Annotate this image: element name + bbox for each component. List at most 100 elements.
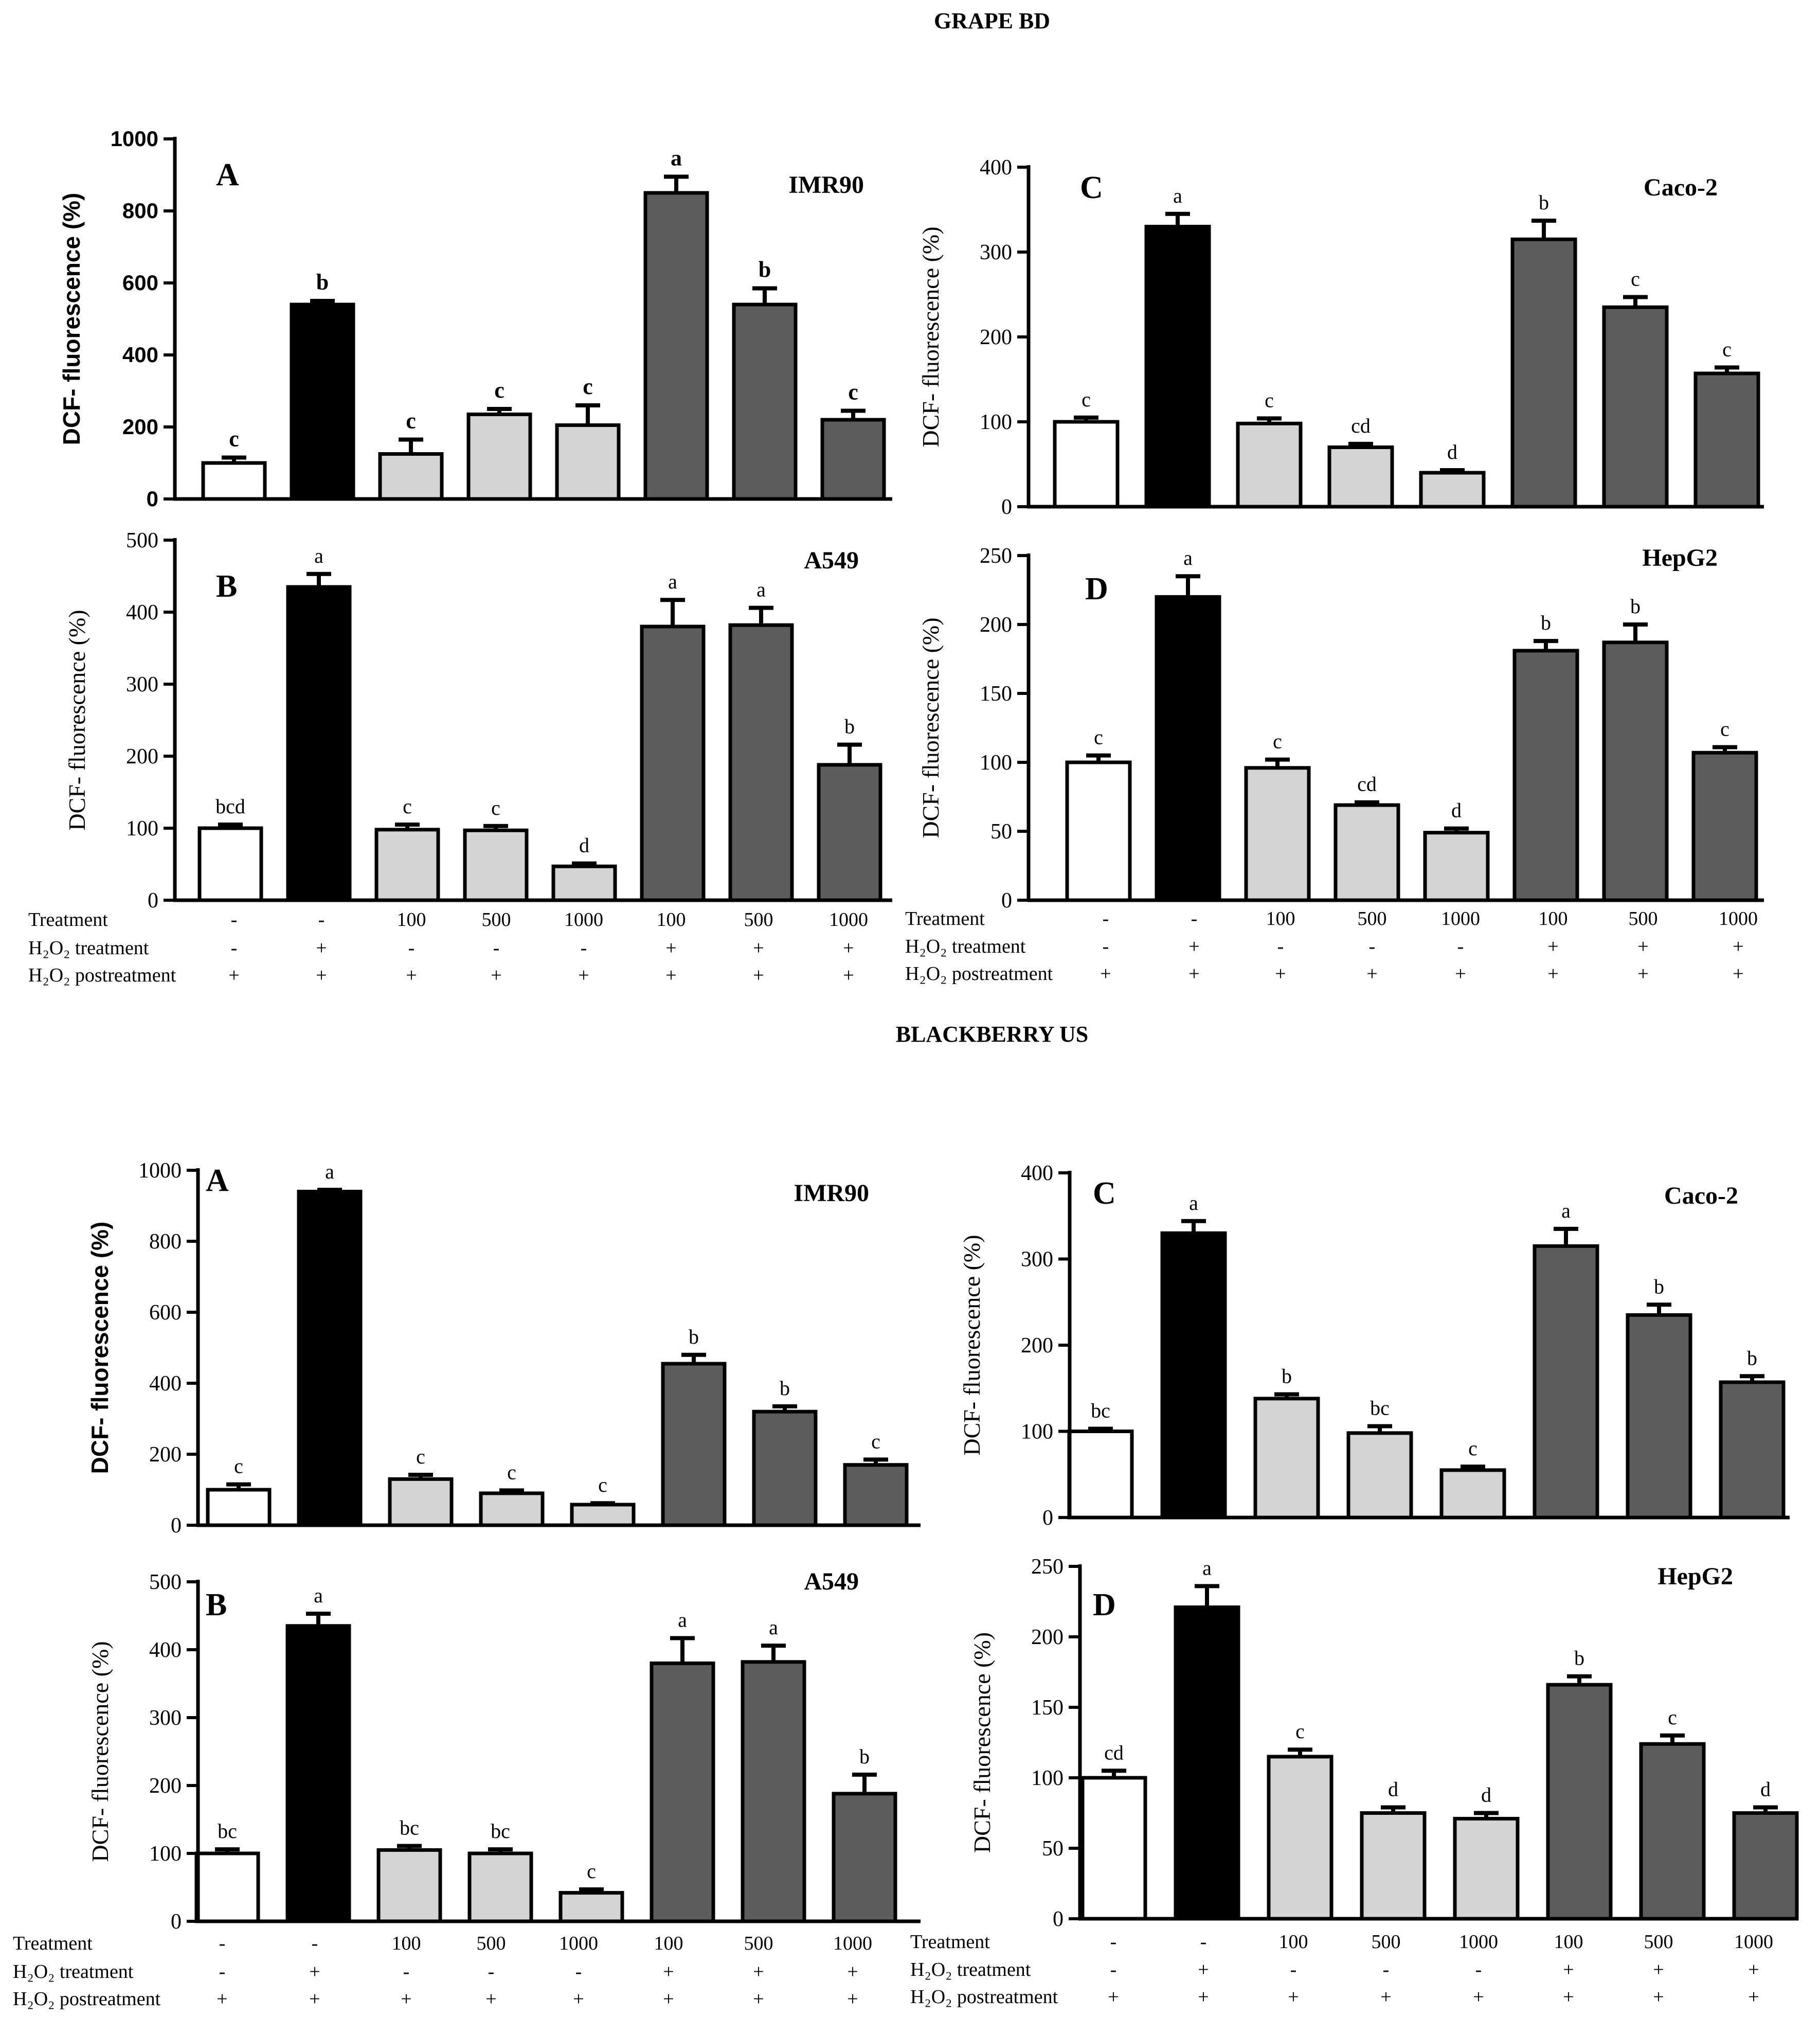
grape-bd-panel-d-sig-label-7: b [1630, 595, 1641, 618]
blackberry-us-panel-c-bar-8-combined [1719, 1380, 1786, 1520]
blackberry-us-panel-d-sig-label-1: cd [1104, 1741, 1124, 1764]
blackberry-us-panel-c-bar-6-combined [1533, 1244, 1599, 1520]
condition-table-blackberry-us-right-h2o2-postreatment-value-6: + [1563, 1986, 1574, 2008]
blackberry-us-panel-a-sig-label-7: b [780, 1377, 790, 1400]
blackberry-us-panel-a-sig-label-5: c [598, 1473, 607, 1496]
blackberry-us-panel-d-bar-1-control [1080, 1776, 1147, 1921]
blackberry-us-panel-d-y-tick-label-1: 50 [1042, 1837, 1064, 1861]
grape-bd-panel-b-bar-3-extract [374, 828, 440, 902]
condition-table-grape-bd-right-treatment-value-8: 1000 [1719, 908, 1758, 930]
blackberry-us-panel-c-sig-label-5: c [1468, 1437, 1477, 1460]
condition-table-blackberry-us-left-treatment-value-3: 100 [392, 1933, 421, 1954]
grape-bd-panel-c-bar-8-combined [1693, 371, 1760, 509]
condition-table-grape-bd-right-h2o2-postreatment-value-5: + [1455, 963, 1466, 985]
condition-table-blackberry-us-right-treatment-value-4: 500 [1372, 1931, 1401, 1953]
condition-table-grape-bd-left-h2o2-postreatment-value-5: + [578, 965, 589, 986]
grape-bd-panel-b-bar-8-combined [817, 763, 882, 902]
grape-bd-panel-a-cell-line-name: IMR90 [788, 171, 864, 199]
blackberry-us-panel-c-letter: C [1093, 1176, 1116, 1211]
grape-bd-panel-c-bar-3-extract [1236, 421, 1303, 509]
blackberry-us-panel-a-y-tick-label-3: 600 [149, 1301, 182, 1325]
grape-bd-panel-d-cell-line-name: HepG2 [1642, 544, 1718, 572]
blackberry-us-panel-d-bar-7-combined [1639, 1742, 1706, 1921]
grape-bd-panel-a-sig-label-5: c [583, 374, 593, 399]
blackberry-us-panel-b-letter: B [206, 1587, 227, 1622]
grape-bd-panel-a-bar-2-h2o2 [290, 302, 355, 501]
condition-table-grape-bd-right-treatment-value-3: 100 [1266, 908, 1295, 930]
blackberry-us-panel-b-sig-label-1: bc [218, 1819, 237, 1843]
condition-table-blackberry-us-right-h2o2-treatment-value-4: - [1383, 1959, 1390, 1980]
grape-bd-panel-c-y-tick-label-4: 400 [980, 156, 1012, 180]
condition-table-blackberry-us-right-row-label-h2o2-treatment: H₂O₂ treatment [910, 1959, 1031, 1980]
condition-table-blackberry-us-left-treatment-value-2: - [312, 1933, 318, 1954]
condition-table-grape-bd-left-row-label-h2o2-postreatment: H₂O₂ postreatment [28, 965, 176, 986]
condition-table-grape-bd-left-h2o2-treatment-value-2: + [316, 937, 327, 959]
grape-bd-panel-c-y-tick-label-3: 300 [980, 241, 1012, 264]
grape-bd-panel-d-bar-1-control [1065, 760, 1132, 902]
grape-bd-panel-d-sig-label-1: c [1094, 726, 1103, 749]
condition-table-blackberry-us-right-h2o2-postreatment-value-4: + [1380, 1986, 1391, 2008]
condition-table-blackberry-us-right-treatment-value-5: 1000 [1459, 1931, 1498, 1953]
blackberry-us-panel-a: c a c c c b b c 0 200 400 600 800 1000 DCF- fluorescen… [86, 1159, 921, 1538]
condition-table-blackberry-us-right-row-label-treatment: Treatment [910, 1931, 990, 1953]
blackberry-us-panel-a-y-axis-label: DCF- fluorescence (%) [86, 1222, 113, 1474]
grape-bd-panel-c: c a c cd d b c c 0 100 200 300 400 DCF- fluorescence … [917, 156, 1764, 519]
grape-bd-panel-b-sig-label-5: d [579, 834, 589, 857]
grape-bd-panel-a-bar-1-control [201, 461, 267, 501]
condition-table-blackberry-us-left-row-label-treatment: Treatment [13, 1933, 93, 1954]
grape-bd-panel-a-sig-label-4: c [494, 378, 504, 403]
condition-table-blackberry-us-left-treatment-value-4: 500 [477, 1933, 506, 1954]
grape-bd-panel-a-bar-3-extract [378, 452, 444, 501]
grape-bd-panel-c-bar-4-extract [1327, 445, 1394, 509]
condition-table-blackberry-us-right-h2o2-treatment-value-1: - [1110, 1959, 1117, 1980]
blackberry-us-panel-a-y-tick-label-0: 0 [171, 1514, 182, 1538]
condition-table-grape-bd-right: Treatment - - 100 500 1000 100 500 1000 H₂O₂ trea… [905, 908, 1758, 985]
blackberry-us-panel-c-bar-1-control [1067, 1430, 1134, 1520]
condition-table-grape-bd-left-h2o2-treatment-value-4: - [493, 937, 500, 959]
grape-bd-panel-d-bar-7-combined [1602, 640, 1669, 902]
blackberry-us-panel-a-bar-8-combined [843, 1463, 909, 1527]
blackberry-us-panel-a-bar-7-combined [752, 1409, 818, 1527]
grape-bd-panel-c-sig-label-2: a [1173, 184, 1182, 207]
blackberry-us-panel-d-sig-label-4: d [1388, 1778, 1398, 1801]
blackberry-us-panel-d-y-tick-label-2: 100 [1031, 1766, 1064, 1790]
section-title-grape-bd: GRAPE BD [934, 8, 1050, 33]
blackberry-us-panel-c-bar-2-h2o2 [1160, 1231, 1227, 1520]
condition-table-blackberry-us-left: Treatment - - 100 500 1000 100 500 1000 H₂O₂ trea… [13, 1933, 872, 2010]
blackberry-us-panel-b-y-tick-label-4: 400 [149, 1638, 182, 1662]
condition-table-grape-bd-left-treatment-value-1: - [231, 909, 238, 931]
grape-bd-panel-c-letter: C [1080, 170, 1103, 205]
condition-table-blackberry-us-right-h2o2-treatment-value-8: + [1748, 1959, 1759, 1980]
blackberry-us-panel-c-sig-label-7: b [1654, 1275, 1664, 1298]
condition-table-grape-bd-right-h2o2-treatment-value-8: + [1733, 936, 1743, 957]
condition-table-blackberry-us-right-treatment-value-3: 100 [1279, 1931, 1308, 1953]
blackberry-us-panel-d-sig-label-5: d [1481, 1783, 1491, 1807]
blackberry-us-panel-a-y-tick-label-1: 200 [149, 1443, 182, 1467]
blackberry-us-panel-a-sig-label-3: c [416, 1445, 425, 1468]
grape-bd-panel-d-bar-3-extract [1244, 766, 1311, 902]
blackberry-us-panel-a-letter: A [206, 1163, 229, 1198]
blackberry-us-panel-d-bar-4-extract [1360, 1811, 1427, 1921]
blackberry-us-panel-a-y-tick-label-5: 1000 [138, 1159, 182, 1183]
condition-table-blackberry-us-right-h2o2-treatment-value-6: + [1563, 1959, 1574, 1980]
condition-table-grape-bd-right-row-label-h2o2-postreatment: H₂O₂ postreatment [905, 963, 1053, 985]
blackberry-us-panel-b-sig-label-3: bc [400, 1816, 419, 1839]
blackberry-us-panel-b-sig-label-8: b [859, 1745, 870, 1768]
grape-bd-panel-a-sig-label-3: c [406, 408, 416, 434]
blackberry-us-panel-b-bar-4-extract [467, 1851, 533, 1923]
condition-table-blackberry-us-right-treatment-value-6: 100 [1554, 1931, 1583, 1953]
blackberry-us-panel-c-y-tick-label-2: 200 [1021, 1334, 1053, 1358]
condition-table-grape-bd-right-treatment-value-4: 500 [1358, 908, 1387, 930]
condition-table-grape-bd-left-h2o2-postreatment-value-3: + [406, 965, 417, 986]
blackberry-us-panel-b-bar-7-combined [741, 1660, 806, 1923]
condition-table-grape-bd-left-treatment-value-4: 500 [482, 909, 511, 931]
grape-bd-panel-b-y-axis-label: DCF- fluorescence (%) [64, 610, 90, 830]
grape-bd-panel-c-bar-2-h2o2 [1144, 225, 1211, 509]
condition-table-blackberry-us-left-h2o2-postreatment-value-7: + [753, 1988, 764, 2010]
grape-bd-panel-c-y-axis-label: DCF- fluorescence (%) [917, 226, 944, 447]
grape-bd-panel-b-sig-label-7: a [756, 578, 766, 601]
blackberry-us-panel-d-cell-line-name: HepG2 [1657, 1563, 1733, 1590]
blackberry-us-panel-b-cell-line-name: A549 [804, 1568, 859, 1595]
